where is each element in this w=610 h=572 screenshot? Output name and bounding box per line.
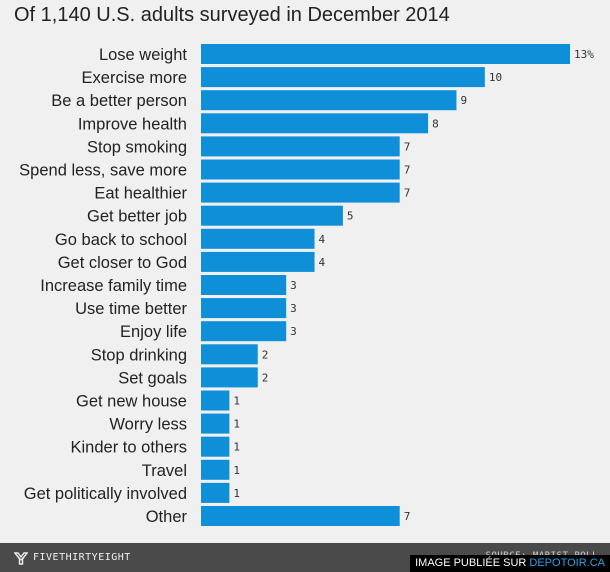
value-labels: 13% 10 9 8 7 7 7 5 4 4 3 3 3 2 2 1 1 1 1 1 7 [233,48,594,523]
category-label-spend-less-save-more: Spend less, save more [19,162,187,180]
bar-get-new-house [201,390,230,411]
bar-be-a-better-person [201,90,457,111]
bar-go-back-to-school [201,228,315,249]
bar-enjoy-life [201,321,287,342]
value-label-travel: 1 [233,464,240,477]
category-label-get-better-job: Get better job [87,208,187,226]
value-label-get-better-job: 5 [347,210,354,223]
watermark-prefix: IMAGE PUBLIÉE SUR [415,557,530,569]
category-label-improve-health: Improve health [78,115,187,133]
bar-exercise-more [201,67,485,88]
bar-other [201,506,400,526]
value-label-go-back-to-school: 4 [319,233,326,246]
chart-title: Of 1,140 U.S. adults surveyed in Decembe… [14,4,450,26]
category-label-travel: Travel [142,462,187,480]
bar-get-closer-to-god [201,251,315,272]
bar-kinder-to-others [201,436,230,457]
value-label-be-a-better-person: 9 [460,94,467,107]
category-label-get-new-house: Get new house [76,393,187,411]
value-label-stop-smoking: 7 [404,140,411,153]
value-label-eat-healthier: 7 [404,187,411,200]
category-label-go-back-to-school: Go back to school [55,231,187,249]
value-label-use-time-better: 3 [290,302,297,315]
fivethirtyeight-logo-icon [14,552,28,565]
value-label-set-goals: 2 [262,371,269,384]
category-label-stop-smoking: Stop smoking [87,138,187,156]
category-label-other: Other [146,508,188,526]
value-label-lose-weight: 13% [574,48,594,61]
bar-worry-less [201,413,230,434]
category-label-stop-drinking: Stop drinking [91,346,187,364]
bar-set-goals [201,367,258,388]
bar-eat-healthier [201,182,400,203]
value-label-kinder-to-others: 1 [233,441,240,454]
value-label-stop-drinking: 2 [262,348,269,361]
bar-use-time-better [201,298,287,319]
watermark-site: DEPOTOIR.CA [529,557,605,569]
value-label-get-new-house: 1 [233,395,240,408]
bar-travel [201,459,230,480]
value-label-increase-family-time: 3 [290,279,297,292]
bar-get-better-job [201,205,343,226]
value-label-worry-less: 1 [233,418,240,431]
value-label-enjoy-life: 3 [290,325,297,338]
bar-chart: Lose weight Exercise more Be a better pers… [19,44,594,526]
bar-increase-family-time [201,275,287,295]
value-label-improve-health: 8 [432,117,439,130]
value-label-other: 7 [404,510,411,523]
bars [201,44,570,526]
category-label-get-politically-involved: Get politically involved [24,485,187,503]
bar-stop-smoking [201,136,400,157]
bar-spend-less-save-more [201,159,400,180]
category-label-eat-healthier: Eat healthier [94,185,187,203]
category-label-get-closer-to-god: Get closer to God [58,254,187,272]
bar-lose-weight [201,44,570,64]
category-label-set-goals: Set goals [118,369,187,387]
category-label-increase-family-time: Increase family time [40,277,187,295]
bar-stop-drinking [201,344,258,365]
category-label-use-time-better: Use time better [75,300,187,318]
value-label-get-closer-to-god: 4 [319,256,326,269]
category-label-kinder-to-others: Kinder to others [71,439,187,457]
category-label-exercise-more: Exercise more [82,69,187,87]
category-label-lose-weight: Lose weight [99,46,187,64]
bar-improve-health [201,113,429,134]
category-labels: Lose weight Exercise more Be a better pers… [19,46,187,526]
watermark: IMAGE PUBLIÉE SUR DEPOTOIR.CA [410,555,610,572]
bar-get-politically-involved [201,482,230,503]
value-label-spend-less-save-more: 7 [404,164,411,177]
brand-name: FIVETHIRTYEIGHT [33,552,131,563]
category-label-be-a-better-person: Be a better person [51,92,187,110]
brand: FIVETHIRTYEIGHT [14,551,131,565]
value-label-get-politically-involved: 1 [233,487,240,500]
category-label-enjoy-life: Enjoy life [120,323,187,341]
value-label-exercise-more: 10 [489,71,502,84]
category-label-worry-less: Worry less [109,416,187,434]
